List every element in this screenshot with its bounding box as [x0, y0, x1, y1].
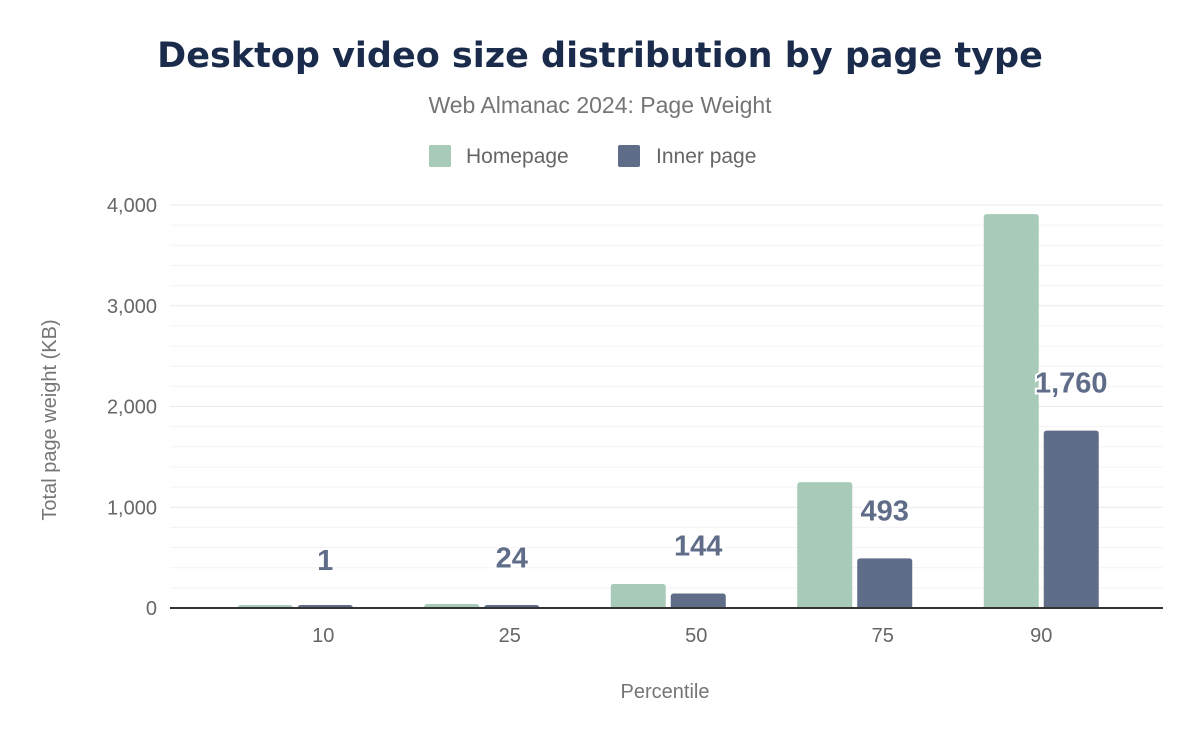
x-tick-label: 50 — [685, 625, 707, 647]
bar-homepage — [983, 214, 1039, 608]
legend-label-homepage[interactable]: Homepage — [466, 145, 569, 168]
x-tick-label: 10 — [312, 625, 334, 647]
legend-swatch-inner-page — [618, 145, 640, 167]
y-tick-label: 4,000 — [107, 195, 157, 217]
chart-title: Desktop video size distribution by page … — [157, 36, 1043, 76]
legend-label-inner-page[interactable]: Inner page — [656, 145, 756, 168]
y-tick-label: 0 — [146, 598, 157, 620]
data-label: 1,760 — [1035, 368, 1108, 400]
bar-homepage — [424, 603, 480, 608]
x-tick-label: 25 — [499, 625, 521, 647]
bar-inner-page — [670, 593, 726, 608]
legend-swatch-homepage — [429, 145, 451, 167]
chart-subtitle: Web Almanac 2024: Page Weight — [428, 92, 772, 118]
x-tick-label: 90 — [1030, 625, 1052, 647]
y-axis-label: Total page weight (KB) — [39, 319, 61, 520]
data-label: 493 — [861, 495, 909, 527]
bar-inner-page — [1043, 430, 1099, 608]
bar-homepage — [610, 584, 666, 608]
y-tick-label: 3,000 — [107, 296, 157, 318]
bar-inner-page — [857, 558, 913, 608]
x-axis-label: Percentile — [621, 681, 710, 703]
y-tick-label: 2,000 — [107, 397, 157, 419]
data-label: 1 — [317, 545, 333, 577]
data-label: 24 — [496, 543, 528, 575]
legend: Homepage Inner page — [429, 145, 756, 168]
bar-homepage — [797, 482, 853, 608]
y-tick-label: 1,000 — [107, 497, 157, 519]
x-tick-label: 75 — [872, 625, 894, 647]
data-label: 144 — [674, 530, 722, 562]
